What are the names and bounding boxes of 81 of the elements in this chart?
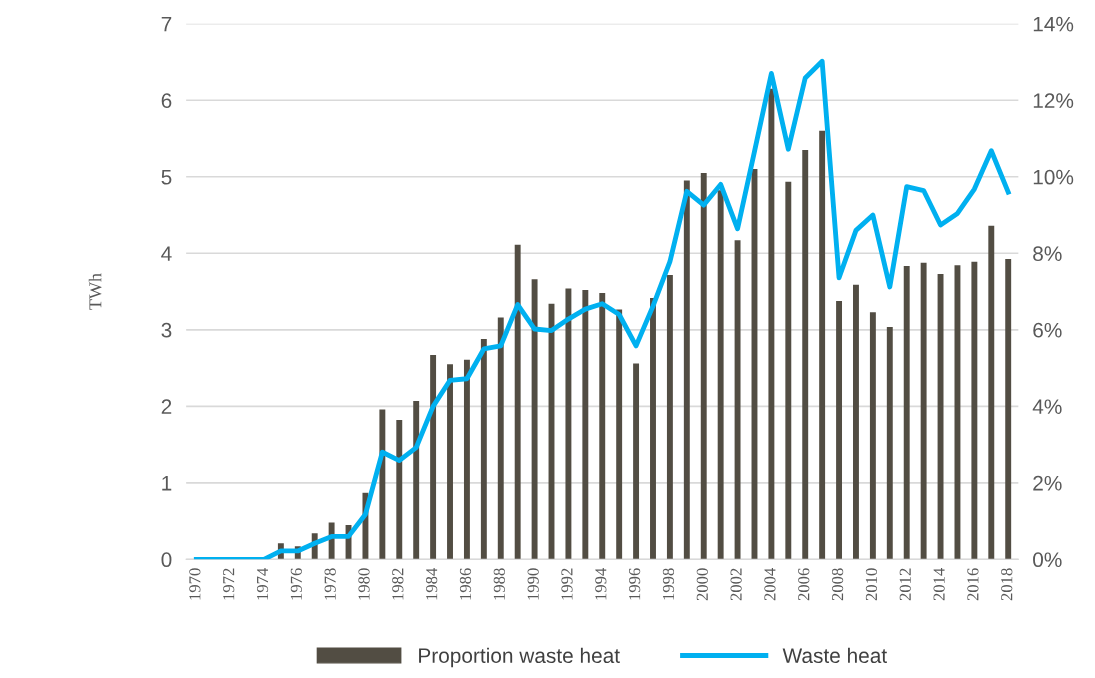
x-tick-label: 2014 (933, 567, 945, 601)
bar (514, 244, 521, 560)
x-tick-label: 2010 (865, 568, 878, 601)
bar (413, 400, 420, 560)
bar (531, 279, 538, 560)
bar (700, 172, 707, 560)
bar (396, 420, 403, 560)
x-tick-label: 1992 (561, 568, 573, 600)
bar (430, 355, 437, 560)
y-tick-label: 2 (161, 399, 172, 414)
y-tick-label: 0 (161, 552, 172, 568)
y-tick-label: 4 (161, 246, 172, 261)
x-tick-label: 1980 (358, 568, 370, 600)
bar (903, 265, 910, 560)
x-tick-label: 2012 (899, 568, 911, 601)
x-tick-label: 2018 (1001, 568, 1013, 601)
y2-tick-label: 8% (1033, 246, 1062, 262)
x-tick-label: 1972 (223, 568, 235, 600)
bar (683, 180, 690, 560)
y2-tick-label: 10% (1033, 169, 1074, 185)
bar (768, 88, 775, 560)
x-tick-label: 2006 (798, 568, 810, 601)
y2-tick-label: 12% (1033, 93, 1074, 108)
bar (954, 265, 961, 560)
bar (379, 409, 386, 560)
x-tick-label: 1974 (256, 567, 269, 600)
bar (599, 293, 606, 560)
x-tick-label: 1998 (662, 568, 675, 600)
y-tick-label: 7 (161, 16, 172, 32)
bar (802, 149, 809, 560)
bar (565, 288, 572, 560)
y-tick-label: 6 (161, 93, 172, 108)
bar (480, 338, 487, 560)
legend-label: Proportion waste heat (419, 647, 620, 668)
bar (869, 312, 876, 560)
x-tick-label: 1990 (527, 568, 539, 600)
bar (616, 309, 623, 560)
y2-tick-label: 2% (1033, 475, 1062, 491)
bar (734, 240, 741, 560)
bar (650, 298, 656, 560)
y2-tick-label: 6% (1033, 322, 1062, 338)
bar (1005, 259, 1012, 560)
x-tick-label: 2008 (831, 568, 844, 601)
bar (633, 363, 640, 560)
x-tick-label: 1988 (493, 568, 505, 600)
bar (937, 273, 944, 560)
y2-tick-label: 14% (1033, 16, 1074, 32)
bar (920, 262, 927, 560)
x-tick-label: 2000 (696, 568, 708, 601)
y-tick-label: 1 (162, 476, 172, 491)
bar (853, 284, 859, 560)
bar (666, 275, 673, 560)
bar (819, 130, 826, 560)
bar (785, 181, 792, 560)
x-tick-label: 1994 (595, 567, 607, 600)
y-axis-title: TWh (88, 273, 102, 310)
legend-label: Waste heat (782, 647, 887, 664)
bar (988, 225, 995, 560)
x-tick-label: 2002 (730, 568, 742, 601)
y2-tick-label: 4% (1032, 399, 1062, 414)
bar (836, 301, 843, 560)
bar (717, 190, 724, 560)
bar (497, 317, 504, 560)
x-tick-label: 1976 (290, 568, 302, 600)
x-tick-label: 1984 (426, 567, 438, 600)
x-tick-label: 1996 (629, 568, 641, 600)
bar (886, 327, 893, 560)
x-tick-label: 1986 (459, 568, 472, 600)
y2-tick-label: 0% (1033, 552, 1062, 568)
x-tick-label: 1982 (392, 568, 404, 600)
line-series (193, 58, 1011, 560)
y-tick-label: 5 (161, 169, 172, 185)
bar (447, 364, 453, 560)
x-tick-label: 2004 (764, 567, 776, 601)
x-tick-label: 1970 (189, 568, 201, 600)
bar (582, 290, 589, 560)
x-tick-label: 1978 (324, 568, 336, 600)
bar (971, 261, 978, 560)
bar (463, 359, 470, 560)
x-tick-label: 2016 (967, 568, 979, 601)
y-tick-label: 3 (161, 322, 172, 338)
